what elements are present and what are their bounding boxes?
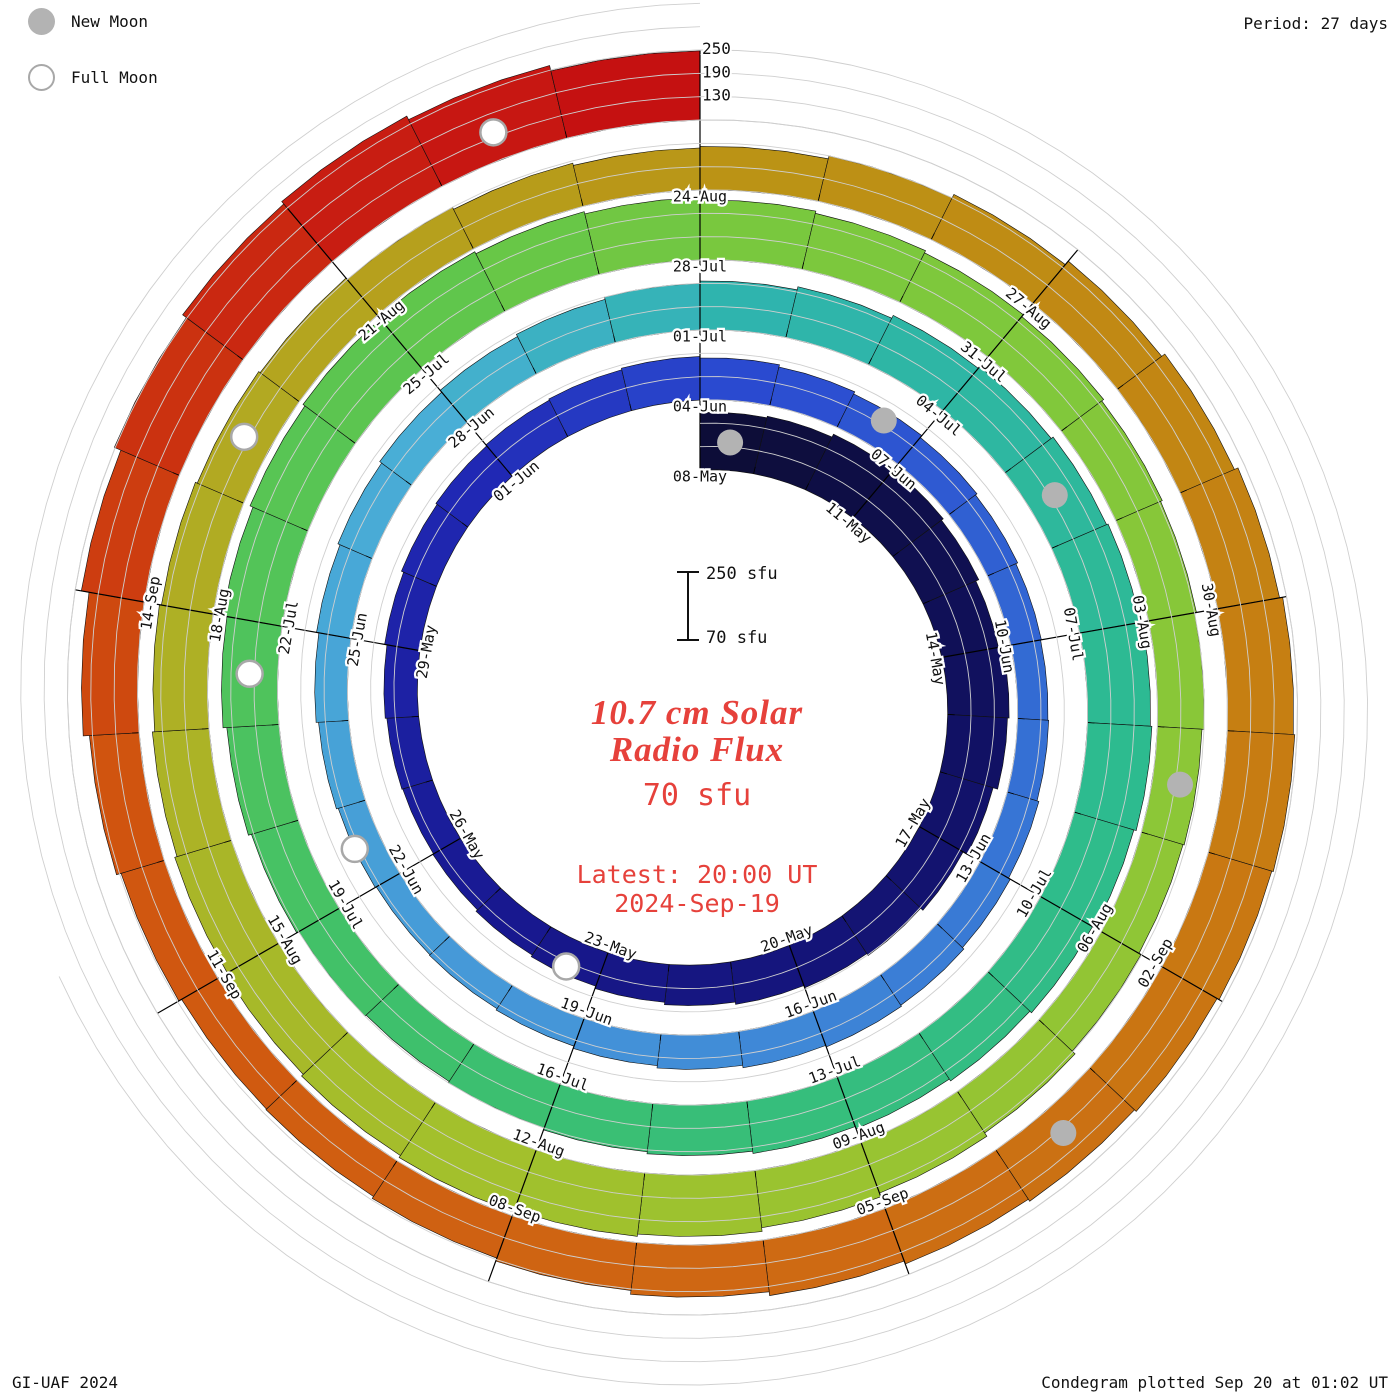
new-moon-legend: New Moon: [28, 8, 148, 35]
flux-scale-bar: 250 sfu 70 sfu: [672, 564, 832, 654]
flux-scale-bar-glyph: [677, 571, 699, 641]
new-moon-marker: [1050, 1119, 1077, 1146]
plotted-timestamp-label: Condegram plotted Sep 20 at 01:02 UT: [1041, 1373, 1388, 1392]
svg-text:190: 190: [702, 62, 731, 81]
svg-text:250: 250: [702, 39, 731, 58]
latest-observation-date: 2024-Sep-19: [614, 889, 780, 918]
full-moon-marker: [229, 422, 259, 452]
chart-title-line2: Radio Flux: [609, 730, 785, 769]
full-moon-marker: [551, 952, 581, 981]
new-moon-icon: [28, 8, 55, 35]
scale-top-label: 250 sfu: [706, 564, 778, 584]
new-moon-marker: [717, 429, 744, 456]
latest-observation: Latest: 20:00 UT 2024-Sep-19: [347, 860, 1047, 918]
svg-text:24-Aug: 24-Aug: [673, 188, 727, 206]
period-label: Period: 27 days: [1243, 14, 1389, 33]
svg-text:04-Jun: 04-Jun: [673, 398, 727, 416]
svg-text:28-Jul: 28-Jul: [673, 258, 727, 276]
full-moon-marker: [479, 118, 508, 147]
chart-title: 10.7 cm Solar Radio Flux: [347, 694, 1047, 768]
new-moon-label: New Moon: [71, 12, 149, 31]
latest-observation-time: Latest: 20:00 UT: [576, 860, 818, 889]
credit-label: GI-UAF 2024: [12, 1373, 118, 1392]
new-moon-marker: [870, 407, 897, 434]
full-moon-legend: Full Moon: [28, 64, 158, 91]
full-moon-label: Full Moon: [71, 68, 158, 87]
full-moon-icon: [28, 64, 55, 91]
new-moon-marker: [1041, 482, 1068, 509]
full-moon-marker: [340, 834, 370, 864]
latest-flux-value: 70 sfu: [642, 778, 752, 813]
svg-text:08-May: 08-May: [673, 468, 727, 486]
new-moon-marker: [1167, 771, 1194, 798]
scale-bottom-label: 70 sfu: [706, 628, 768, 648]
svg-text:01-Jul: 01-Jul: [673, 328, 727, 346]
svg-text:130: 130: [702, 86, 731, 105]
full-moon-marker: [235, 659, 264, 689]
chart-title-line1: 10.7 cm Solar: [590, 693, 804, 732]
